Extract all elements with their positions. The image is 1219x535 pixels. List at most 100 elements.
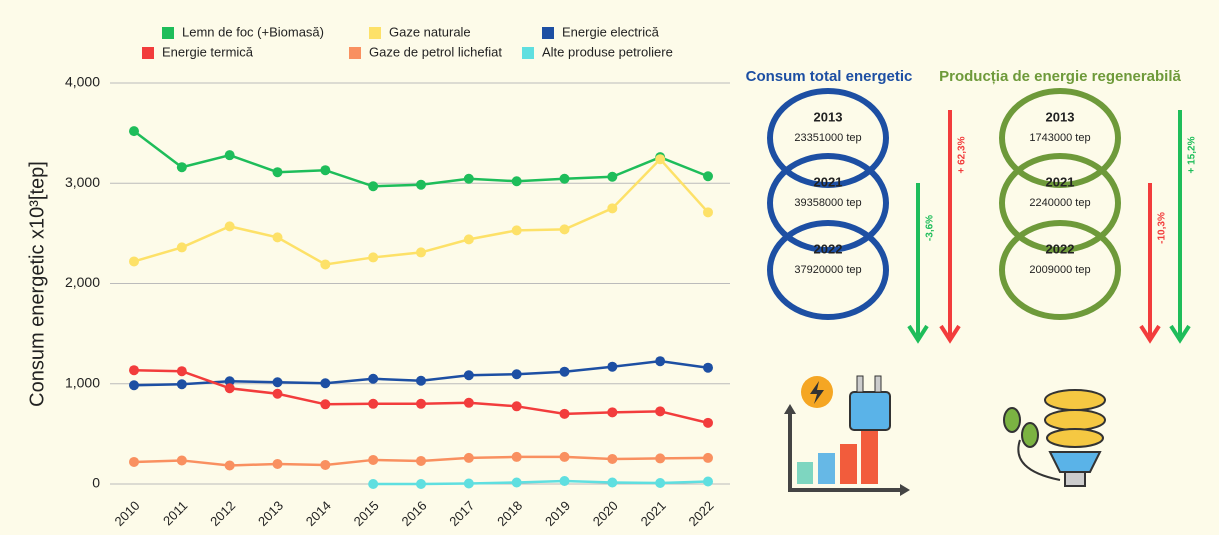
data-point (129, 380, 139, 390)
data-point (607, 477, 617, 487)
data-point (560, 476, 570, 486)
arrow-label: -10,3% (1157, 212, 1168, 244)
data-point (703, 418, 713, 428)
data-point (464, 398, 474, 408)
data-point (129, 256, 139, 266)
data-point (368, 455, 378, 465)
data-point (655, 406, 665, 416)
circle-value: 23351000 tep (794, 132, 861, 144)
data-point (320, 399, 330, 409)
data-point (655, 478, 665, 488)
data-point (225, 383, 235, 393)
data-point (225, 150, 235, 160)
y-tick-label: 0 (92, 475, 100, 491)
data-point (129, 457, 139, 467)
data-point (512, 477, 522, 487)
data-point (703, 476, 713, 486)
panel-title: Consum total energetic (746, 68, 913, 85)
data-point (416, 376, 426, 386)
data-point (225, 221, 235, 231)
legend-label: Gaze de petrol lichefiat (369, 44, 502, 59)
y-tick-label: 4,000 (65, 74, 100, 90)
data-point (225, 460, 235, 470)
circle-year: 2013 (814, 109, 843, 124)
legend-marker (542, 27, 554, 39)
legend-label: Gaze naturale (389, 24, 471, 39)
data-point (703, 207, 713, 217)
data-point (416, 456, 426, 466)
circle-value: 37920000 tep (794, 264, 861, 276)
data-point (416, 247, 426, 257)
data-point (177, 242, 187, 252)
data-point (320, 165, 330, 175)
circle-year: 2013 (1046, 109, 1075, 124)
circle-year: 2022 (814, 241, 843, 256)
circle-year: 2022 (1046, 241, 1075, 256)
circle-value: 2240000 tep (1029, 197, 1090, 209)
infographic: Consum energetic x10³[tep] 01,0002,0003,… (0, 0, 1219, 535)
data-point (512, 369, 522, 379)
legend-label: Energie electrică (562, 24, 660, 39)
data-point (607, 203, 617, 213)
data-point (177, 366, 187, 376)
data-point (273, 389, 283, 399)
legend-marker (349, 47, 361, 59)
arrow-label: + 62,3% (957, 136, 968, 173)
data-point (129, 126, 139, 136)
y-tick-label: 1,000 (65, 374, 100, 390)
data-point (607, 172, 617, 182)
data-point (512, 225, 522, 235)
legend-label: Alte produse petroliere (542, 44, 673, 59)
data-point (464, 174, 474, 184)
legend-label: Energie termică (162, 44, 254, 59)
y-tick-label: 2,000 (65, 274, 100, 290)
data-point (464, 478, 474, 488)
data-point (655, 453, 665, 463)
data-point (177, 379, 187, 389)
arrow-label: + 15,2% (1187, 136, 1198, 173)
data-point (560, 174, 570, 184)
data-point (512, 452, 522, 462)
data-point (320, 460, 330, 470)
data-point (512, 176, 522, 186)
data-point (560, 452, 570, 462)
data-point (320, 259, 330, 269)
legend-marker (369, 27, 381, 39)
data-point (464, 234, 474, 244)
data-point (655, 154, 665, 164)
panel-title: Producția de energie regenerabilă (939, 68, 1181, 85)
data-point (416, 399, 426, 409)
data-point (320, 378, 330, 388)
circle-year: 2021 (1046, 174, 1075, 189)
data-point (703, 453, 713, 463)
circle-value: 1743000 tep (1029, 132, 1090, 144)
data-point (273, 167, 283, 177)
data-point (273, 377, 283, 387)
circle-value: 39358000 tep (794, 197, 861, 209)
data-point (416, 479, 426, 489)
data-point (368, 252, 378, 262)
data-point (607, 362, 617, 372)
data-point (703, 171, 713, 181)
data-point (703, 363, 713, 373)
circle-value: 2009000 tep (1029, 264, 1090, 276)
legend-marker (142, 47, 154, 59)
data-point (607, 454, 617, 464)
arrow-label: -3,6% (925, 215, 936, 241)
data-point (560, 224, 570, 234)
data-point (655, 356, 665, 366)
data-point (177, 162, 187, 172)
data-point (560, 367, 570, 377)
data-point (273, 232, 283, 242)
data-point (512, 401, 522, 411)
data-point (177, 455, 187, 465)
data-point (464, 453, 474, 463)
data-point (368, 374, 378, 384)
data-point (416, 180, 426, 190)
data-point (464, 370, 474, 380)
data-point (273, 459, 283, 469)
circle-year: 2021 (814, 174, 843, 189)
data-point (129, 365, 139, 375)
y-axis-label: Consum energetic x10³[tep] (26, 161, 48, 407)
data-point (368, 181, 378, 191)
